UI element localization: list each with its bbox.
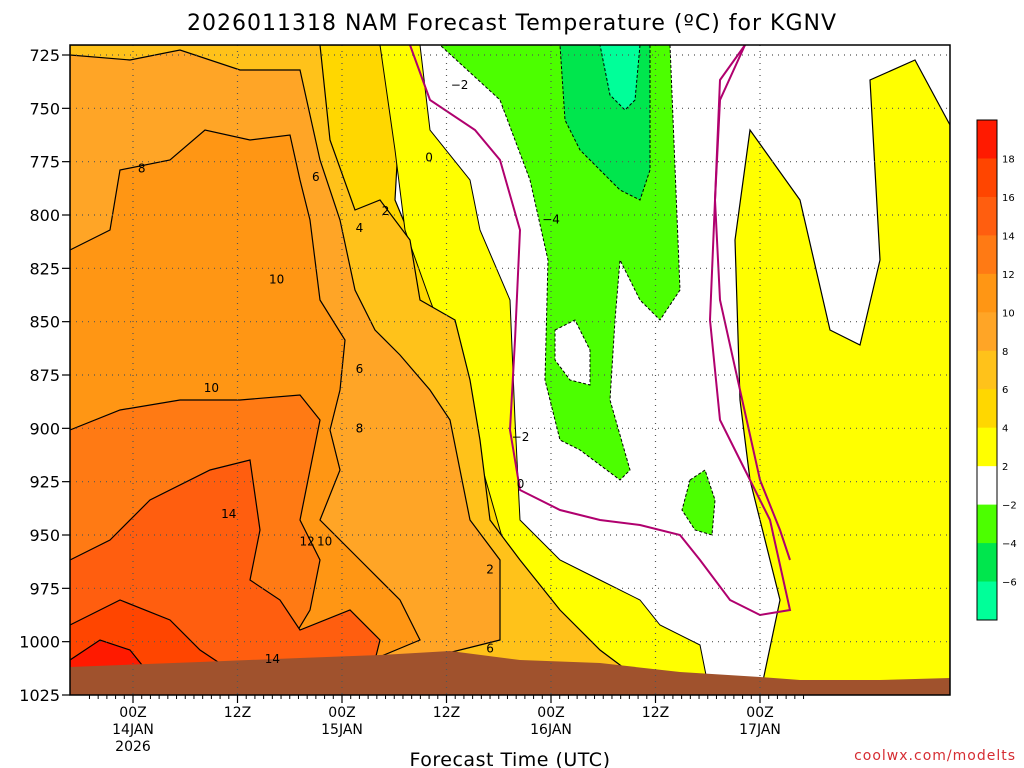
colorbar-swatch [977,312,997,352]
contour-label: 14 [221,507,236,521]
x-tick-label: 00Z [537,705,564,721]
colorbar-swatch [977,543,997,583]
colorbar-swatch [977,158,997,198]
colorbar-label: 10 [1002,308,1015,319]
contour-label: 8 [138,161,146,175]
y-tick-label: 775 [29,153,60,172]
colorbar-label: −2 [1002,501,1017,512]
y-tick-label: 750 [29,99,60,118]
contour-label: 10 [317,535,332,549]
colorbar-label: 18 [1002,154,1015,165]
colorbar: 18 16 14 12 10 8 6 4 2 −2 −4 −6 [976,119,1017,621]
y-tick-label: 1000 [19,633,60,652]
y-tick-label: 900 [29,419,60,438]
plot-frame [69,44,951,696]
contour-label: 0 [517,477,525,491]
contour-label: 2 [382,204,390,218]
contour-label: 0 [425,151,433,165]
cold-patch [681,469,716,536]
x-tick-label: 2026 [115,739,151,755]
y-tick-label: 1025 [19,686,60,705]
y-tick-label: 725 [29,46,60,65]
y-tick-label: 925 [29,473,60,492]
y-tick-label: 800 [29,206,60,225]
colorbar-swatch [977,235,997,275]
colorbar-swatch [977,581,997,621]
credit-text: coolwx.com/modelts [854,748,1016,764]
colorbar-swatch [977,504,997,544]
colorbar-swatch [977,389,997,429]
colorbar-label: 12 [1002,270,1015,281]
band-cold-minus6 [599,45,641,111]
colorbar-swatch [977,427,997,467]
y-tick-label: 975 [29,579,60,598]
colorbar-swatch [977,120,997,159]
contour-label: 10 [204,381,219,395]
contour-label: 12 [300,535,315,549]
temperature-field [70,45,950,695]
x-tick-label: 14JAN [112,722,154,738]
contour-label: 8 [356,422,364,436]
contour-label: −2 [512,430,530,444]
contour-label: 6 [356,362,364,376]
x-tick-label: 12Z [224,705,251,721]
colorbar-swatch [977,350,997,390]
contour-label: 6 [486,641,494,655]
grid [70,45,950,695]
colorbar-label: 8 [1002,347,1008,358]
colorbar-label: 14 [1002,231,1015,242]
x-tick-label: 00Z [328,705,355,721]
y-tick-label: 875 [29,366,60,385]
y-axis: 725 750 775 800 825 850 875 900 925 950 975 1000 102… [19,46,70,705]
contour-label: −4 [542,213,560,227]
zero-contour-west [409,45,792,617]
y-tick-label: 950 [29,526,60,545]
y-tick-label: 850 [29,313,60,332]
x-tick-label: 15JAN [321,722,363,738]
contour-label: −2 [451,78,469,92]
chart-title: 2026011318 NAM Forecast Temperature (ºC)… [187,11,837,36]
cold-hole [554,319,591,386]
colorbar-label: 16 [1002,193,1015,204]
contour-label: 6 [312,170,320,184]
zero-contour-east [713,45,791,561]
y-tick-label: 825 [29,259,60,278]
x-tick-label: 17JAN [739,722,781,738]
x-axis-title: Forecast Time (UTC) [410,749,611,768]
contour-label: 2 [486,562,494,576]
colorbar-label: 4 [1002,424,1008,435]
colorbar-label: 2 [1002,462,1008,473]
colorbar-frame [976,119,998,621]
band-warm-2-east [734,59,950,695]
x-tick-label: 12Z [642,705,669,721]
x-tick-label: 00Z [119,705,146,721]
x-tick-label: 16JAN [530,722,572,738]
contour-label: 4 [356,221,364,235]
colorbar-swatch [977,196,997,236]
colorbar-label: −6 [1002,578,1017,589]
contour-label: 10 [269,272,284,286]
colorbar-label: −4 [1002,539,1017,550]
contour-label: 14 [265,652,280,666]
colorbar-swatch [977,466,997,506]
x-tick-label: 00Z [746,705,773,721]
colorbar-label: 6 [1002,385,1008,396]
x-tick-label: 12Z [433,705,460,721]
ground-surface [70,651,950,695]
colorbar-swatch [977,273,997,313]
